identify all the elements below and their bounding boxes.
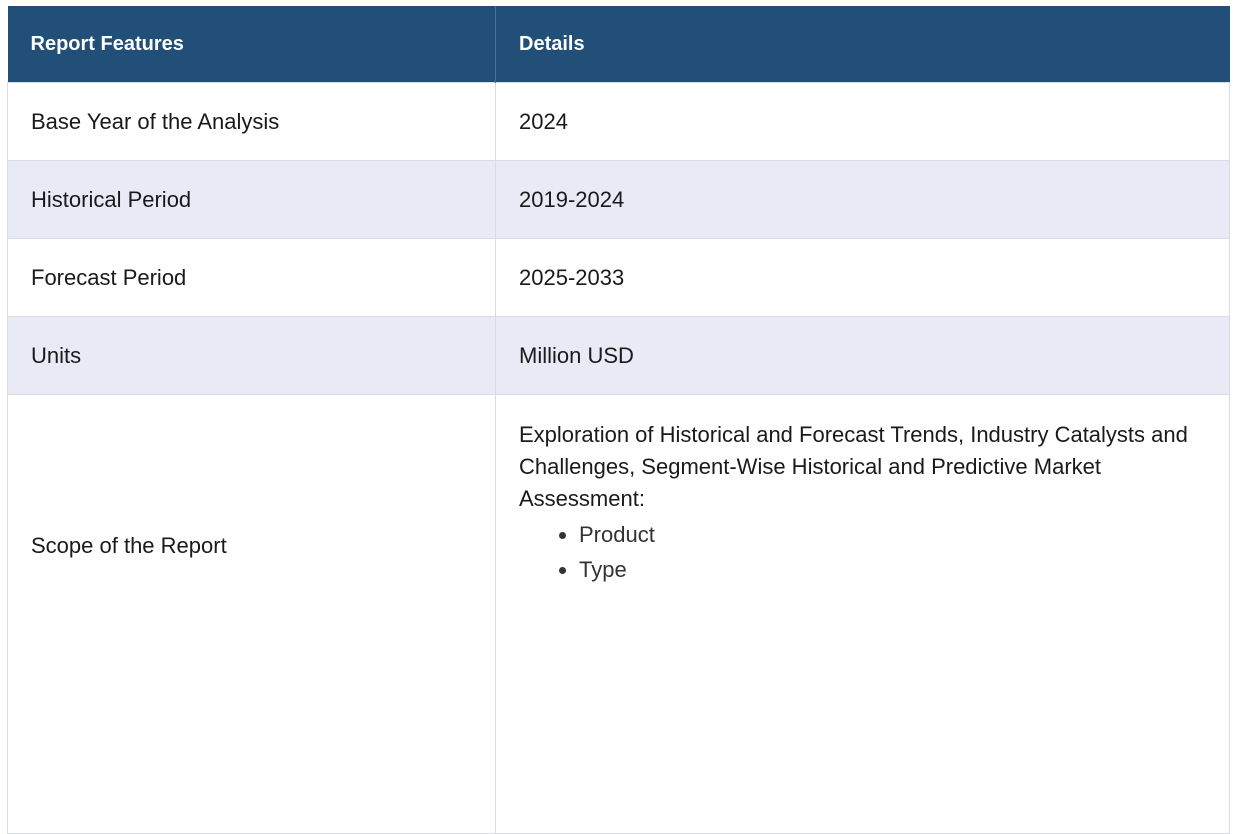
row-detail-value: 2024 [495, 82, 1230, 161]
row-feature-label: Units [7, 316, 496, 395]
row-detail-value: 2019-2024 [495, 160, 1230, 239]
scope-segment-list: Product Type [519, 517, 1209, 587]
row-feature-label: Forecast Period [7, 238, 496, 317]
header-report-features: Report Features [7, 6, 496, 83]
list-item: Product [579, 517, 1209, 552]
scope-description: Exploration of Historical and Forecast T… [519, 422, 1188, 511]
scope-feature-label: Scope of the Report [7, 394, 496, 834]
table-header-row: Report Features Details [7, 6, 1230, 83]
table-row-scope: Scope of the Report Exploration of Histo… [7, 394, 1230, 834]
row-detail-value: Million USD [495, 316, 1230, 395]
scope-detail-cell: Exploration of Historical and Forecast T… [495, 394, 1230, 834]
table-row: Forecast Period 2025-2033 [7, 238, 1230, 317]
table-row: Base Year of the Analysis 2024 [7, 82, 1230, 161]
table-row: Historical Period 2019-2024 [7, 160, 1230, 239]
row-detail-value: 2025-2033 [495, 238, 1230, 317]
row-feature-label: Base Year of the Analysis [7, 82, 496, 161]
table-row: Units Million USD [7, 316, 1230, 395]
list-item: Type [579, 552, 1209, 587]
report-features-table-container: Report Features Details Base Year of the… [7, 6, 1230, 834]
report-features-table: Report Features Details Base Year of the… [7, 6, 1230, 834]
row-feature-label: Historical Period [7, 160, 496, 239]
header-details: Details [495, 6, 1230, 83]
